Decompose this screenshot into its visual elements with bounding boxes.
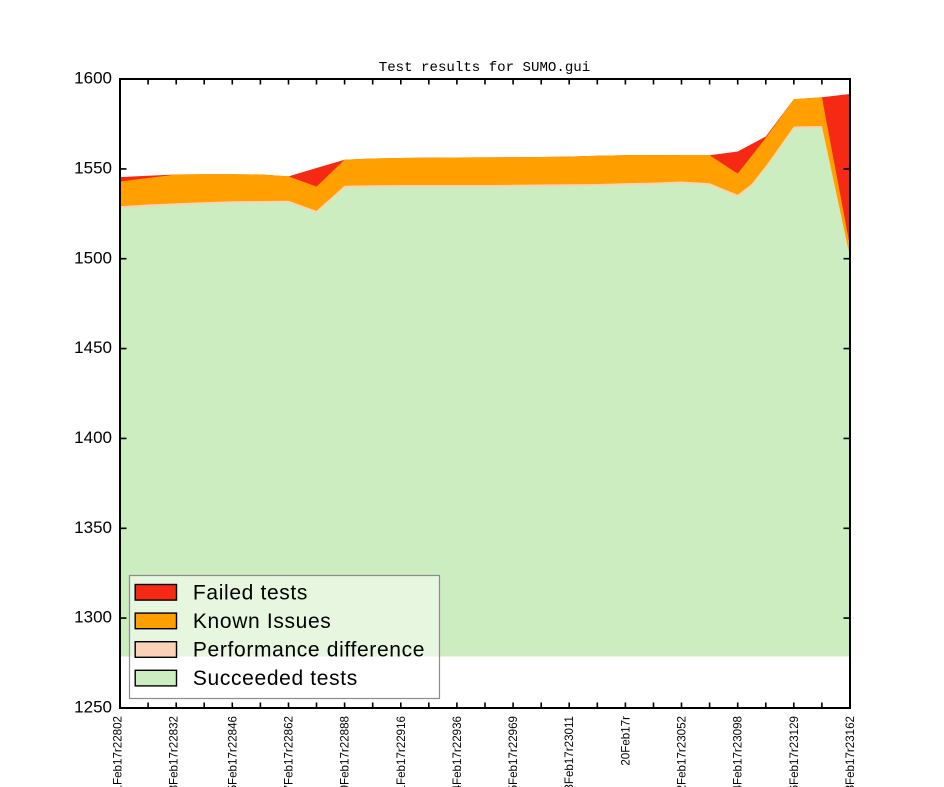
svg-text:1400: 1400	[74, 428, 112, 447]
svg-text:3Feb17r22832: 3Feb17r22832	[168, 716, 181, 787]
svg-text:1500: 1500	[74, 248, 112, 267]
svg-text:1350: 1350	[74, 518, 112, 537]
svg-text:1300: 1300	[74, 608, 112, 627]
svg-text:2Feb17r23052: 2Feb17r23052	[676, 716, 689, 787]
svg-text:1600: 1600	[74, 69, 112, 88]
svg-text:1Feb17r22916: 1Feb17r22916	[395, 716, 408, 787]
svg-text:1450: 1450	[74, 338, 112, 357]
svg-text:Known Issues: Known Issues	[193, 610, 332, 633]
svg-text:5Feb17r22846: 5Feb17r22846	[226, 716, 239, 787]
svg-text:20Feb17r: 20Feb17r	[619, 716, 632, 766]
svg-text:6Feb17r23129: 6Feb17r23129	[788, 716, 801, 787]
svg-text:1Feb17r22802: 1Feb17r22802	[112, 716, 125, 787]
svg-text:Succeeded tests: Succeeded tests	[193, 667, 358, 690]
svg-text:3Feb17r23011: 3Feb17r23011	[563, 716, 576, 787]
svg-text:5Feb17r22969: 5Feb17r22969	[507, 716, 520, 787]
svg-text:1250: 1250	[74, 698, 112, 717]
svg-text:7Feb17r22862: 7Feb17r22862	[283, 716, 296, 787]
svg-text:1550: 1550	[74, 159, 112, 178]
svg-text:Test results for SUMO.gui: Test results for SUMO.gui	[379, 60, 590, 76]
svg-text:4Feb17r22936: 4Feb17r22936	[451, 716, 464, 787]
svg-text:Performance difference: Performance difference	[193, 639, 425, 662]
svg-text:9Feb17r22888: 9Feb17r22888	[339, 716, 352, 787]
svg-text:8Feb17r23162: 8Feb17r23162	[844, 716, 857, 787]
svg-text:4Feb17r23098: 4Feb17r23098	[732, 716, 745, 787]
svg-text:Failed tests: Failed tests	[193, 581, 308, 604]
